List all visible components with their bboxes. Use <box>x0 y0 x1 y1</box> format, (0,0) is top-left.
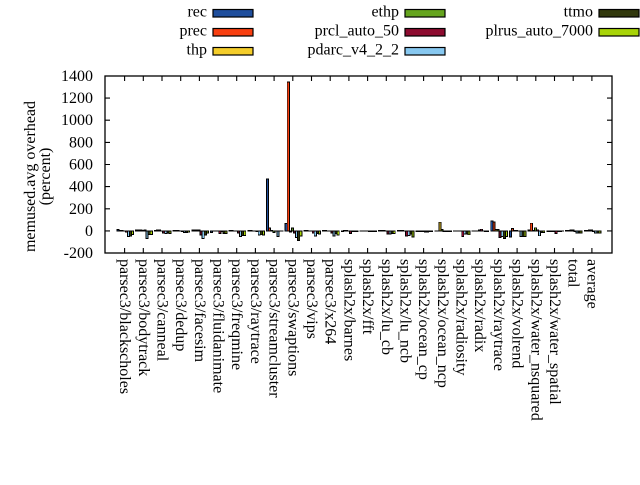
svg-text:thp: thp <box>187 42 207 59</box>
svg-text:(percent): (percent) <box>37 148 54 206</box>
svg-text:splash2x/ocean_ncp: splash2x/ocean_ncp <box>434 259 451 388</box>
svg-text:splash2x/raytrace: splash2x/raytrace <box>490 259 507 371</box>
svg-text:200: 200 <box>69 201 93 218</box>
svg-text:0: 0 <box>85 223 93 240</box>
svg-text:parsec3/dedup: parsec3/dedup <box>172 259 189 351</box>
svg-text:splash2x/barnes: splash2x/barnes <box>340 259 357 361</box>
svg-text:parsec3/vips: parsec3/vips <box>303 259 320 339</box>
svg-text:600: 600 <box>69 157 93 174</box>
svg-text:prec: prec <box>179 23 207 40</box>
svg-text:parsec3/swaptions: parsec3/swaptions <box>284 259 301 376</box>
svg-text:parsec3/bodytrack: parsec3/bodytrack <box>135 259 152 376</box>
svg-text:average: average <box>583 259 600 309</box>
svg-text:parsec3/fluidanimate: parsec3/fluidanimate <box>210 259 227 393</box>
svg-text:parsec3/blackscholes: parsec3/blackscholes <box>116 259 133 394</box>
svg-text:parsec3/freqmine: parsec3/freqmine <box>228 259 245 370</box>
svg-text:rec: rec <box>187 4 207 21</box>
svg-text:ttmo: ttmo <box>564 4 593 21</box>
svg-text:parsec3/canneal: parsec3/canneal <box>154 259 171 362</box>
svg-text:800: 800 <box>69 134 93 151</box>
svg-text:parsec3/raytrace: parsec3/raytrace <box>247 259 264 364</box>
svg-text:prcl_auto_50: prcl_auto_50 <box>315 23 399 40</box>
svg-text:ethp: ethp <box>371 4 399 21</box>
svg-text:1200: 1200 <box>61 90 93 107</box>
svg-text:parsec3/facesim: parsec3/facesim <box>191 259 208 363</box>
svg-text:splash2x/volrend: splash2x/volrend <box>509 259 526 368</box>
svg-text:splash2x/radiosity: splash2x/radiosity <box>453 259 470 375</box>
svg-text:splash2x/lu_ncb: splash2x/lu_ncb <box>397 259 414 363</box>
svg-text:parsec3/streamcluster: parsec3/streamcluster <box>266 259 283 398</box>
svg-text:pdarc_v4_2_2: pdarc_v4_2_2 <box>307 42 399 59</box>
svg-text:splash2x/radix: splash2x/radix <box>471 259 488 352</box>
svg-text:1000: 1000 <box>61 112 93 129</box>
svg-text:-200: -200 <box>64 245 93 262</box>
svg-text:splash2x/fft: splash2x/fft <box>359 259 376 335</box>
svg-text:splash2x/lu_cb: splash2x/lu_cb <box>378 259 395 355</box>
svg-text:plrus_auto_7000: plrus_auto_7000 <box>485 23 593 40</box>
svg-text:total: total <box>565 259 582 288</box>
svg-text:400: 400 <box>69 179 93 196</box>
svg-text:splash2x/ocean_cp: splash2x/ocean_cp <box>415 259 432 380</box>
svg-text:1400: 1400 <box>61 68 93 85</box>
svg-text:parsec3/x264: parsec3/x264 <box>322 259 339 344</box>
svg-text:splash2x/water_spatial: splash2x/water_spatial <box>546 259 563 405</box>
svg-text:splash2x/water_nsquared: splash2x/water_nsquared <box>527 259 544 421</box>
